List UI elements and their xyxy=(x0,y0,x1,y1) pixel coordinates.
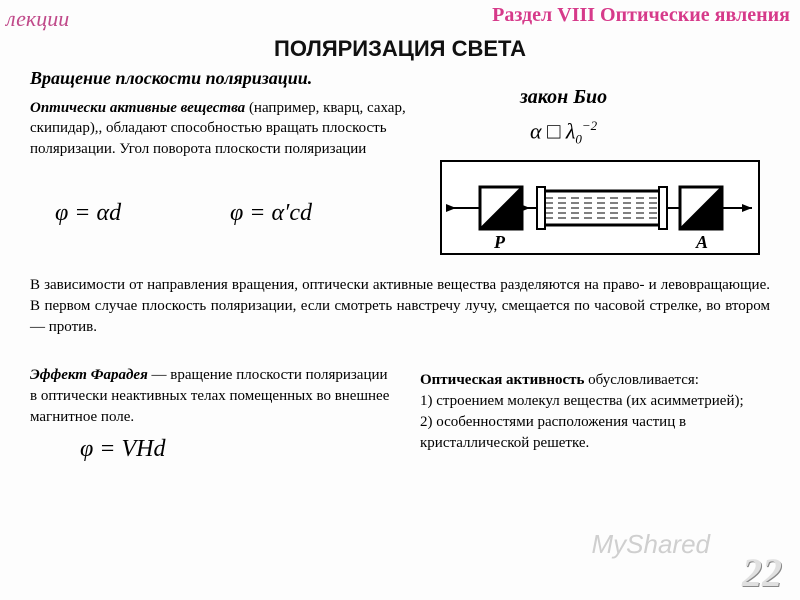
biot-formula: α □ λ0−2 xyxy=(530,118,597,148)
diagram-p-label: P xyxy=(493,232,506,252)
paragraph-faraday: Эффект Фарадея — вращение плоскости поля… xyxy=(30,365,390,428)
paragraph-rotation-direction: В зависимости от направления вращения, о… xyxy=(30,275,770,338)
page-title: ПОЛЯРИЗАЦИЯ СВЕТА xyxy=(0,36,800,62)
formula-phi-alpha-d: φ = αd xyxy=(55,200,121,227)
formula-phi-alphaprime-cd: φ = α′cd xyxy=(230,200,312,227)
diagram-a-label: A xyxy=(695,232,708,252)
para3-lead: Эффект Фарадея xyxy=(30,367,148,383)
paragraph-optically-active: Оптически активные вещества (например, к… xyxy=(30,98,410,159)
section-subtitle: Вращение плоскости поляризации. xyxy=(30,68,312,89)
para1-lead: Оптически активные вещества xyxy=(30,100,245,116)
biot-law-label: закон Био xyxy=(520,86,607,109)
header-left-label: лекции xyxy=(6,6,69,32)
biot-exp: −2 xyxy=(582,118,597,133)
page-number: 22 xyxy=(742,549,782,596)
polarization-diagram: P A xyxy=(440,160,760,255)
paragraph-optical-activity: Оптическая активность обусловливается: 1… xyxy=(420,370,775,454)
para4-lead: Оптическая активность xyxy=(420,372,584,388)
biot-lambda: λ xyxy=(566,118,576,143)
para4-item2: 2) особенностями расположения частиц в к… xyxy=(420,414,686,451)
biot-alpha: α xyxy=(530,118,542,143)
biot-tilde: □ xyxy=(547,118,560,143)
para4-rest: обусловливается: xyxy=(584,372,699,388)
header-right-label: Раздел VIII Оптические явления xyxy=(492,4,790,27)
para4-item1: 1) строением молекул вещества (их асимме… xyxy=(420,393,744,409)
watermark: MyShared xyxy=(592,529,711,560)
biot-sub: 0 xyxy=(575,132,582,147)
formula-faraday: φ = VHd xyxy=(80,436,165,463)
